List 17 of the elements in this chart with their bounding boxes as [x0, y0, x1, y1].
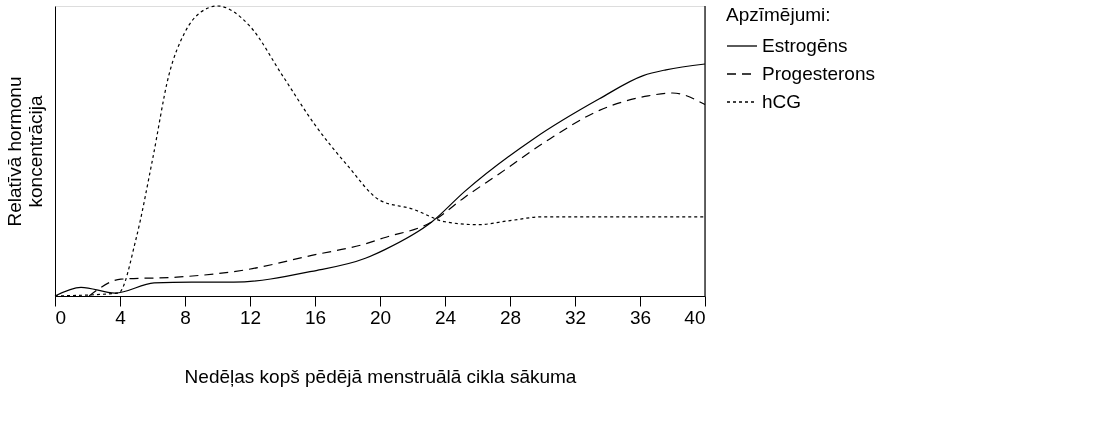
x-tick-label: 8 — [180, 306, 191, 328]
x-tick-label: 36 — [629, 306, 652, 328]
x-tick-label: 12 — [239, 306, 262, 328]
x-tick-label: 4 — [115, 306, 127, 328]
x-tick-label: 28 — [499, 306, 522, 328]
x-tick-label: 40 — [684, 306, 706, 328]
x-tick-label: 24 — [434, 306, 457, 328]
legend-label: Progesterons — [762, 63, 876, 84]
x-tick-label: 0 — [55, 306, 67, 328]
legend-label: hCG — [762, 91, 802, 112]
x-tick-label: 20 — [369, 306, 392, 328]
x-axis-title: Nedēļas kopš pēdējā menstruālā cikla sākuma — [184, 365, 577, 387]
legend-title: Apzīmējumi: — [726, 4, 831, 25]
legend-label: Estrogēns — [762, 35, 848, 56]
y-axis-title: Relatīvā hormonu koncentrācija — [3, 76, 46, 227]
x-tick-label: 16 — [304, 306, 327, 328]
x-tick-label: 32 — [564, 306, 587, 328]
